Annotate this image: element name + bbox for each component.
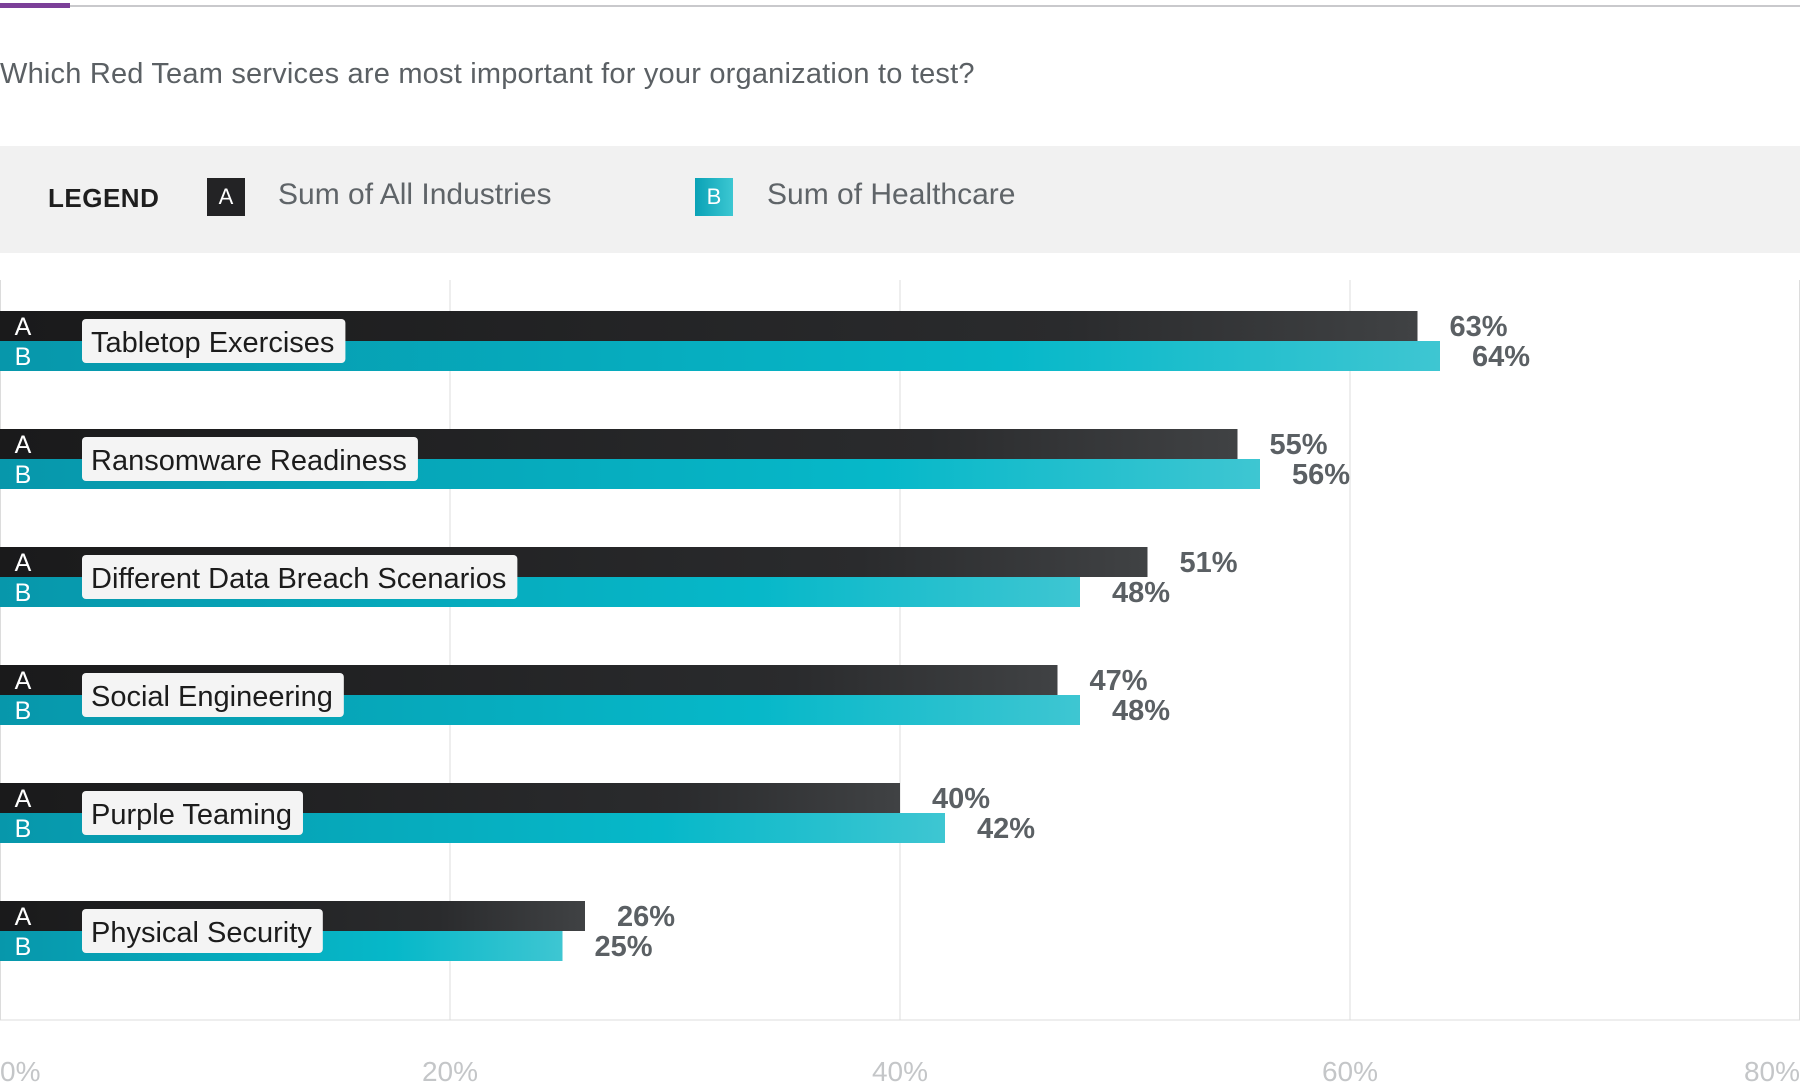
bar-series-letter: B — [15, 933, 32, 961]
bar-value-label: 40% — [932, 783, 990, 815]
legend-swatch-b: B — [695, 178, 733, 216]
bar-series-letter: A — [15, 431, 32, 459]
category-label: Physical Security — [91, 917, 312, 949]
bar-value-label: 55% — [1270, 429, 1328, 461]
category-label: Different Data Breach Scenarios — [91, 563, 506, 595]
bar-series-letter: A — [15, 903, 32, 931]
bar-value-label: 63% — [1450, 311, 1508, 343]
legend-swatch-a: A — [207, 178, 245, 216]
bar-series-letter: A — [15, 549, 32, 577]
top-accent-bar — [0, 3, 70, 8]
category-label-box — [82, 555, 518, 599]
top-divider — [0, 5, 1800, 7]
x-tick-label: 80% — [1744, 1056, 1800, 1083]
bar-value-label: 42% — [977, 813, 1035, 845]
category-label: Social Engineering — [91, 681, 333, 713]
bar-series-letter: A — [15, 667, 32, 695]
bar-series-letter: B — [15, 815, 32, 843]
category-label: Tabletop Exercises — [91, 327, 334, 359]
bar-series-letter: A — [15, 785, 32, 813]
bar-value-label: 64% — [1472, 341, 1530, 373]
bar-series-letter: A — [15, 313, 32, 341]
bar-value-label: 48% — [1112, 577, 1170, 609]
bar-series-letter: B — [15, 461, 32, 489]
category-label-box — [82, 909, 323, 953]
bar-value-label: 51% — [1180, 547, 1238, 579]
legend-title: LEGEND — [48, 183, 160, 213]
legend-label-b: Sum of Healthcare — [767, 178, 1016, 211]
legend: LEGEND A Sum of All Industries B Sum of … — [0, 146, 1800, 253]
category-label-box — [82, 437, 418, 481]
legend-label-a: Sum of All Industries — [278, 178, 552, 211]
category-label-box — [82, 319, 346, 363]
x-tick-label: 40% — [872, 1056, 928, 1083]
x-tick-label: 60% — [1322, 1056, 1378, 1083]
bar-series-letter: B — [15, 579, 32, 607]
bar-value-label: 26% — [617, 901, 675, 933]
bar-value-label: 25% — [595, 931, 653, 963]
bar-series-letter: B — [15, 697, 32, 725]
bar-value-label: 48% — [1112, 695, 1170, 727]
category-label: Ransomware Readiness — [91, 445, 407, 477]
category-label: Purple Teaming — [91, 799, 292, 831]
chart-question: Which Red Team services are most importa… — [0, 58, 975, 90]
x-tick-label: 20% — [422, 1056, 478, 1083]
x-tick-label: 0% — [0, 1056, 40, 1083]
bar-value-label: 47% — [1090, 665, 1148, 697]
bar-value-label: 56% — [1292, 459, 1350, 491]
category-label-box — [82, 673, 344, 717]
category-label-box — [82, 791, 303, 835]
bar-series-letter: B — [15, 343, 32, 371]
